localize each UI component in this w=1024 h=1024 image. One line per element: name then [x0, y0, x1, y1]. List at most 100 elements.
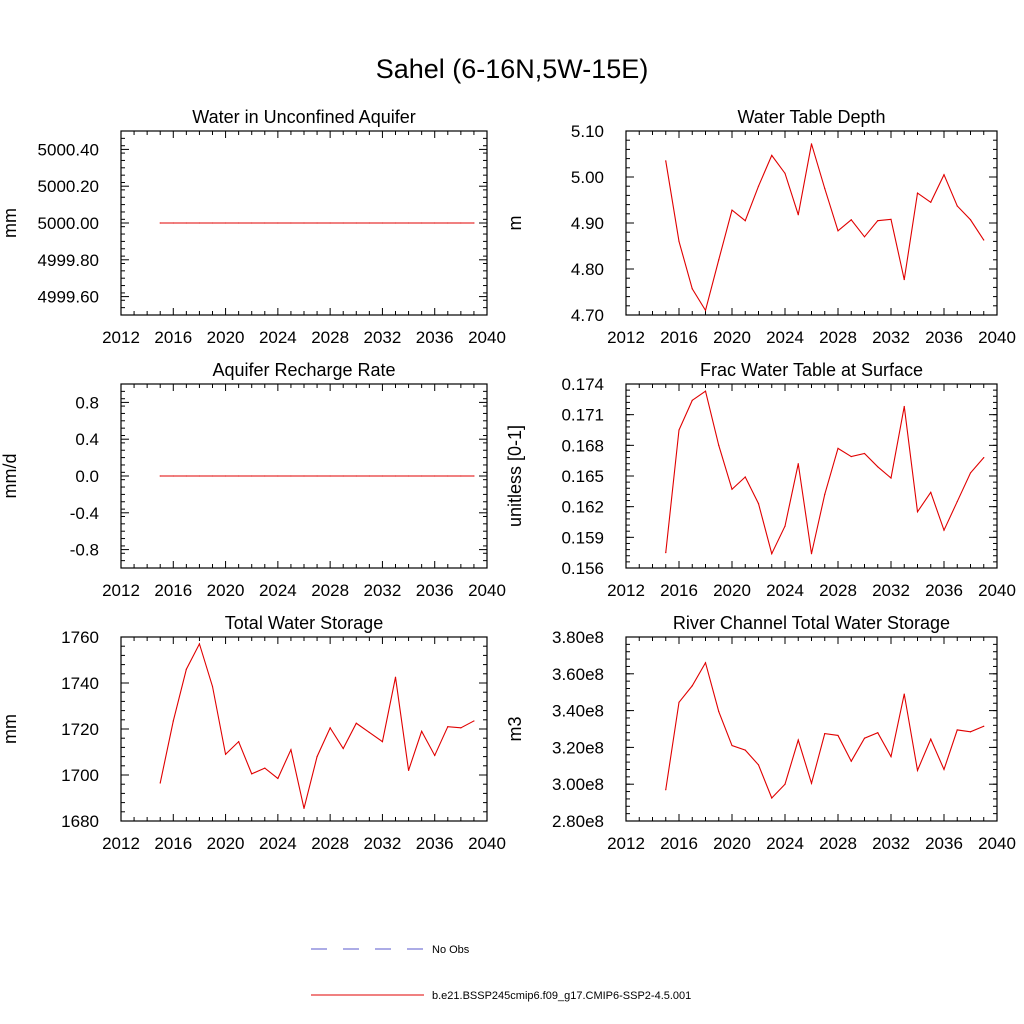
data-point — [824, 493, 826, 495]
x-tick-label: 2012 — [607, 581, 645, 600]
data-point — [342, 222, 344, 224]
data-point — [447, 222, 449, 224]
data-point — [890, 218, 892, 220]
data-point — [172, 222, 174, 224]
y-tick-label: 0.159 — [561, 528, 604, 547]
data-point — [930, 491, 932, 493]
data-point — [797, 463, 799, 465]
data-point — [757, 185, 760, 187]
series-line — [665, 390, 985, 556]
y-axis-label: mm — [0, 714, 20, 744]
data-point — [757, 503, 760, 505]
data-point — [810, 553, 813, 555]
data-point — [238, 222, 240, 224]
panel-title: River Channel Total Water Storage — [673, 613, 950, 633]
x-tick-label: 2032 — [364, 581, 402, 600]
data-point — [810, 782, 813, 784]
data-point — [368, 222, 370, 224]
x-tick-label: 2036 — [416, 581, 454, 600]
y-tick-label: -0.8 — [70, 541, 99, 560]
x-tick-label: 2032 — [364, 328, 402, 347]
x-tick-label: 2024 — [766, 581, 804, 600]
data-point — [718, 259, 720, 261]
x-tick-label: 2024 — [259, 834, 297, 853]
data-point — [460, 727, 462, 729]
data-point — [316, 222, 318, 224]
data-point — [447, 726, 449, 728]
data-point — [837, 734, 839, 737]
data-point — [303, 475, 305, 477]
y-tick-label: 0.0 — [75, 467, 99, 486]
y-axis-label: m — [505, 216, 525, 231]
data-point — [863, 236, 866, 238]
data-point — [850, 219, 852, 221]
y-tick-label: 0.165 — [561, 467, 604, 486]
x-tick-label: 2020 — [207, 328, 245, 347]
data-point — [159, 475, 161, 477]
data-point — [185, 668, 187, 670]
data-point — [704, 662, 707, 664]
data-point — [956, 205, 958, 207]
x-tick-label: 2016 — [154, 581, 192, 600]
data-point — [916, 769, 919, 772]
series-line — [665, 661, 984, 799]
series-line — [159, 642, 475, 809]
data-point — [771, 154, 773, 156]
data-point — [198, 475, 201, 477]
data-point — [943, 529, 945, 531]
data-point — [460, 222, 462, 224]
data-point — [185, 222, 187, 224]
y-tick-label: 0.156 — [561, 559, 604, 578]
data-point — [342, 747, 344, 750]
x-tick-label: 2036 — [925, 834, 963, 853]
x-tick-label: 2012 — [102, 581, 140, 600]
x-tick-label: 2020 — [207, 581, 245, 600]
data-point — [797, 214, 799, 216]
y-axis-label: mm/d — [0, 454, 20, 499]
plot-frame — [625, 383, 998, 569]
data-point — [824, 733, 826, 735]
data-point — [316, 475, 318, 477]
y-tick-label: 0.171 — [561, 406, 604, 425]
x-tick-label: 2040 — [468, 328, 506, 347]
y-tick-label: 0.162 — [561, 498, 604, 517]
y-tick-label: 4999.80 — [38, 251, 99, 270]
y-tick-label: 0.8 — [75, 393, 99, 412]
y-axis-label: mm — [0, 208, 20, 238]
figure-title: Sahel (6-16N,5W-15E) — [375, 54, 649, 84]
data-point — [757, 764, 760, 766]
data-point — [678, 701, 680, 703]
data-point — [434, 754, 436, 757]
data-point — [744, 476, 746, 478]
y-tick-label: 3.60e8 — [552, 665, 604, 684]
data-point — [329, 475, 331, 477]
data-point — [224, 222, 227, 224]
data-point — [407, 222, 410, 224]
y-tick-label: 0.168 — [561, 436, 604, 455]
data-point — [211, 685, 214, 688]
data-point — [916, 192, 919, 194]
data-point — [394, 222, 397, 224]
data-point — [691, 685, 693, 687]
x-tick-label: 2040 — [978, 328, 1016, 347]
data-point — [665, 160, 667, 162]
x-tick-label: 2024 — [259, 581, 297, 600]
data-point — [731, 744, 733, 747]
data-point — [930, 201, 932, 203]
x-tick-label: 2036 — [416, 834, 454, 853]
data-point — [238, 741, 240, 743]
x-tick-label: 2040 — [468, 581, 506, 600]
data-point — [956, 500, 958, 503]
data-point — [731, 209, 733, 211]
data-point — [983, 239, 985, 241]
x-tick-label: 2012 — [607, 328, 645, 347]
y-tick-label: 0.4 — [75, 430, 99, 449]
data-point — [903, 405, 905, 408]
data-point — [211, 222, 214, 224]
data-point — [277, 222, 279, 224]
panel-title: Water in Unconfined Aquifer — [192, 107, 415, 127]
panel-1: Water in Unconfined Aquifer mm 2012 2016 202… — [0, 107, 506, 347]
data-point — [731, 488, 733, 490]
data-point — [771, 553, 773, 555]
